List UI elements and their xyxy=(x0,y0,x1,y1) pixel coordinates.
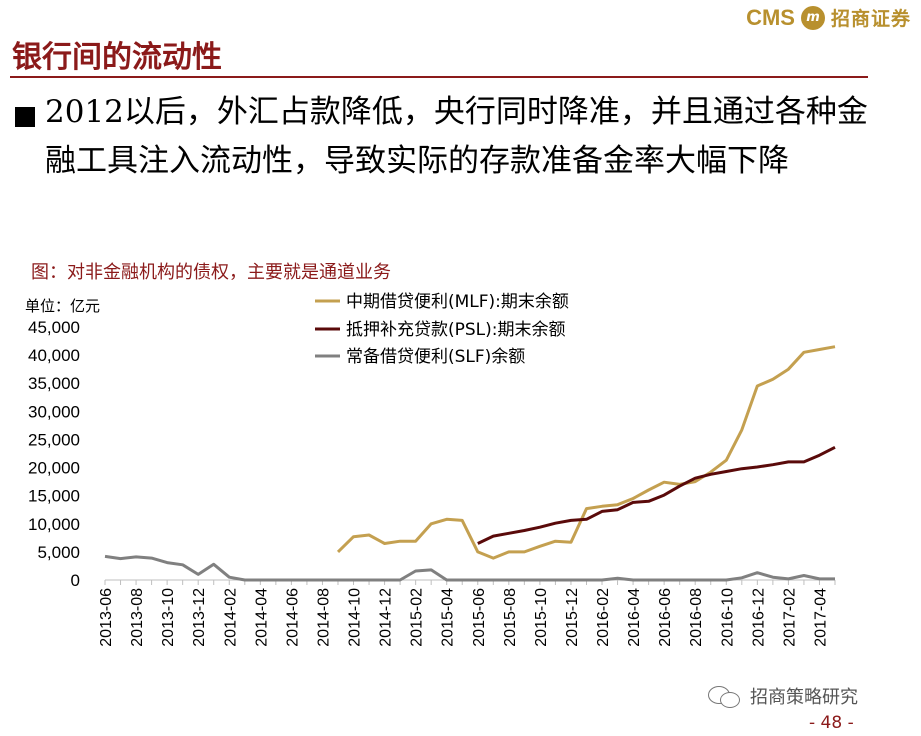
x-tick-label: 2015-08 xyxy=(502,588,519,647)
y-tick-label: 45,000 xyxy=(28,318,80,337)
x-tick-label: 2014-06 xyxy=(284,588,301,647)
legend-label: 中期借贷便利(MLF):期末余额 xyxy=(346,292,569,312)
x-tick-label: 2017-04 xyxy=(812,588,829,647)
x-tick-label: 2015-04 xyxy=(440,588,457,647)
x-tick-label: 2014-02 xyxy=(222,588,239,647)
y-tick-label: 15,000 xyxy=(28,487,80,506)
x-tick-label: 2016-08 xyxy=(688,588,705,647)
y-tick-label: 35,000 xyxy=(28,374,80,393)
page-title: 银行间的流动性 xyxy=(12,40,222,75)
bullet-text: 2012以后，外汇占款降低，央行同时降准，并且通过各种金融工具注入流动性，导致实… xyxy=(45,94,868,179)
x-tick-label: 2015-02 xyxy=(409,588,426,647)
brand-logo-icon: m xyxy=(800,5,825,30)
figure-caption: 图：对非金融机构的债权，主要就是通道业务 xyxy=(31,262,391,283)
wechat-icon xyxy=(708,684,744,708)
watermark: 招商策略研究 xyxy=(708,683,858,709)
brand-cms-text: CMS xyxy=(746,4,795,30)
brand-name: 招商证券 xyxy=(830,8,911,30)
x-tick-label: 2014-10 xyxy=(347,588,364,647)
x-tick-label: 2016-04 xyxy=(626,588,643,647)
x-tick-label: 2014-04 xyxy=(253,588,270,647)
x-tick-label: 2013-08 xyxy=(129,588,146,647)
legend-label: 抵押补充贷款(PSL):期末余额 xyxy=(346,320,566,340)
x-tick-label: 2013-10 xyxy=(160,588,177,647)
chart-legend: 中期借贷便利(MLF):期末余额抵押补充贷款(PSL):期末余额常备借贷便利(S… xyxy=(315,292,569,367)
y-tick-label: 25,000 xyxy=(28,430,80,449)
x-tick-label: 2015-12 xyxy=(564,588,581,647)
x-tick-label: 2014-12 xyxy=(378,588,395,647)
title-divider xyxy=(10,76,868,78)
page-number: - 48 - xyxy=(809,713,854,733)
bullet-square-icon xyxy=(15,107,35,127)
series-line xyxy=(336,345,836,560)
series-lines xyxy=(104,345,836,582)
watermark-text: 招商策略研究 xyxy=(750,687,858,708)
x-tick-label: 2016-06 xyxy=(657,588,674,647)
unit-label: 单位：亿元 xyxy=(25,297,101,315)
x-tick-label: 2015-06 xyxy=(471,588,488,647)
series-line xyxy=(104,554,835,582)
x-tick-label: 2013-12 xyxy=(191,588,208,647)
x-tick-label: 2017-02 xyxy=(781,588,798,647)
brand-block: CMS m 招商证券 xyxy=(746,4,911,31)
x-axis: 2013-06 2013-08 2013-10 2013-12 2014-02 2014-… xyxy=(98,579,836,647)
y-tick-label: 0 xyxy=(71,571,80,590)
y-tick-label: 10,000 xyxy=(28,515,80,534)
x-tick-label: 2016-10 xyxy=(719,588,736,647)
y-axis: 45,000 40,000 35,000 30,000 25,000 20,000 15,0… xyxy=(28,318,80,590)
y-tick-label: 30,000 xyxy=(28,402,80,421)
x-tick-label: 2016-12 xyxy=(750,588,767,647)
x-tick-label: 2015-10 xyxy=(533,588,550,647)
x-tick-label: 2014-08 xyxy=(315,588,332,647)
series-line xyxy=(477,445,836,545)
y-tick-label: 5,000 xyxy=(37,543,80,562)
y-tick-label: 20,000 xyxy=(28,459,80,478)
legend-label: 常备借贷便利(SLF)余额 xyxy=(346,347,525,367)
x-tick-label: 2016-02 xyxy=(595,588,612,647)
y-tick-label: 40,000 xyxy=(28,346,80,365)
x-tick-label: 2013-06 xyxy=(98,588,115,647)
